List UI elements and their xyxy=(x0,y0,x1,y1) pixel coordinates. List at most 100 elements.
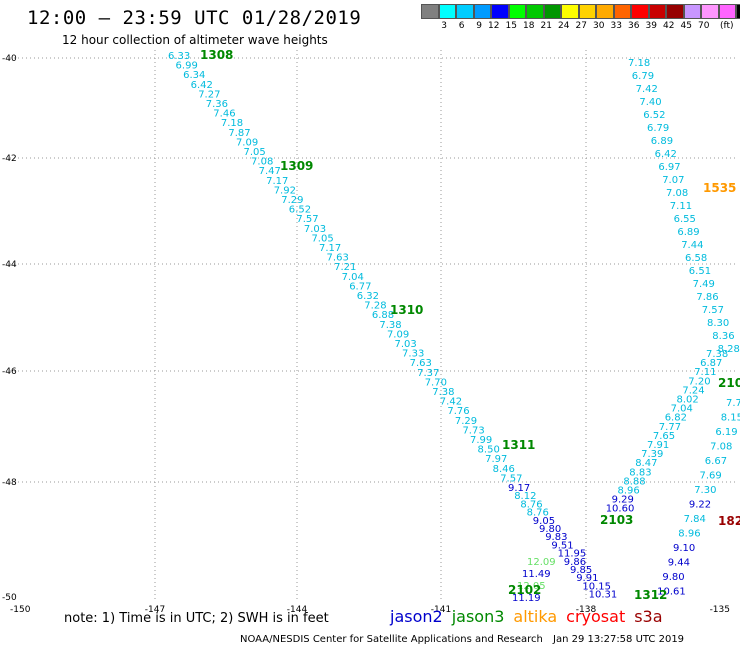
swh-value: 9.80 xyxy=(539,524,561,535)
swh-value: 6.77 xyxy=(349,281,371,292)
swh-value: 11.49 xyxy=(522,569,551,580)
scale-label: 21 xyxy=(540,21,552,31)
swh-value: 7.07 xyxy=(662,175,684,186)
swh-value: 8.02 xyxy=(677,395,699,406)
swh-value: 7.03 xyxy=(395,339,417,350)
swh-value: 6.67 xyxy=(705,456,727,467)
legend-item-s3a: s3a xyxy=(634,607,663,626)
axis-ticks: -40 -42 -44 -46 -48 -50 -150 -147 -144 -141 -138 -1… xyxy=(2,54,730,615)
swh-value: 7.17 xyxy=(266,176,288,187)
map-subtitle: 12 hour collection of altimeter wave hei… xyxy=(62,33,328,47)
swh-value: 7.08 xyxy=(666,188,688,199)
scale-label: 45 xyxy=(680,21,692,31)
swh-value: 6.79 xyxy=(647,123,669,134)
swh-value: 6.51 xyxy=(689,266,711,277)
scale-cell xyxy=(666,4,684,19)
pass-number-label: 2102 xyxy=(508,583,541,597)
scale-label: 18 xyxy=(523,21,535,31)
swh-value: 7.37 xyxy=(417,368,439,379)
swh-value: 7.46 xyxy=(213,109,235,120)
swh-value: 8.96 xyxy=(678,529,700,540)
scale-label: 33 xyxy=(610,21,622,31)
swh-value: 9.44 xyxy=(668,558,690,569)
swh-value: 7.57 xyxy=(500,473,522,484)
swh-value: 7.20 xyxy=(688,376,710,387)
swh-value: 7.40 xyxy=(639,97,661,108)
lat-tick-label: -40 xyxy=(2,54,17,64)
swh-value: 6.42 xyxy=(655,149,677,160)
pass-number-label: 1312 xyxy=(634,588,667,602)
lon-tick-label: -147 xyxy=(145,605,165,615)
scale-cell xyxy=(683,4,701,19)
swh-value: 6.55 xyxy=(674,214,696,225)
swh-value: 7.09 xyxy=(236,137,258,148)
swh-value: 7.73 xyxy=(462,425,484,436)
scale-label: 39 xyxy=(645,21,657,31)
pass-number-label: 1310 xyxy=(390,303,423,317)
swh-value: 7.17 xyxy=(319,243,341,254)
swh-value: 11.19 xyxy=(512,593,541,604)
swh-value: 9.05 xyxy=(533,516,555,527)
satellite-legend: jason2 jason3 altika cryosat s3a xyxy=(390,607,663,626)
scale-cell xyxy=(543,4,561,19)
swh-value: 12.05 xyxy=(517,581,546,592)
pass-number-label: 1311 xyxy=(502,438,535,452)
swh-value: 7.77 xyxy=(659,422,681,433)
swh-value: 6.97 xyxy=(658,162,680,173)
scale-label: 27 xyxy=(575,21,587,31)
swh-value: 7.42 xyxy=(636,84,658,95)
scale-label: 30 xyxy=(593,21,605,31)
swh-value: 7.11 xyxy=(694,367,716,378)
swh-value: 7.09 xyxy=(387,329,409,340)
swh-value: 7.24 xyxy=(682,385,704,396)
scale-cell xyxy=(631,4,649,19)
footer-timestamp: Jan 29 13:27:58 UTC 2019 xyxy=(553,634,685,645)
swh-value: 9.29 xyxy=(612,495,634,506)
swh-value: 8.76 xyxy=(527,508,549,519)
swh-value: 12.09 xyxy=(527,557,556,568)
scale-label: 36 xyxy=(628,21,640,31)
swh-value: 7.70 xyxy=(425,377,447,388)
scale-label: (ft) xyxy=(719,21,734,31)
swh-value: 7.04 xyxy=(671,404,693,415)
swh-value: 7.92 xyxy=(274,185,296,196)
swh-value: 11.95 xyxy=(558,549,587,560)
lat-tick-label: -46 xyxy=(2,367,17,377)
legend-item-jason3: jason3 xyxy=(451,607,505,626)
scale-cell xyxy=(596,4,614,19)
lon-tick-label: -135 xyxy=(710,605,730,615)
scale-label: 3 xyxy=(441,21,447,31)
swh-value: 9.86 xyxy=(564,557,586,568)
swh-value: 7.63 xyxy=(410,358,432,369)
scale-cell xyxy=(456,4,474,19)
scale-label: 24 xyxy=(558,21,570,31)
swh-value: 7.05 xyxy=(244,147,266,158)
swh-value: 7.21 xyxy=(334,262,356,273)
swh-value: 7.69 xyxy=(700,471,722,482)
swh-value: 7.86 xyxy=(696,292,718,303)
pass-number-label: 2103 xyxy=(600,513,633,527)
swh-value: 10.31 xyxy=(589,590,618,601)
swh-value: 7.29 xyxy=(281,195,303,206)
swh-value: 9.22 xyxy=(689,500,711,511)
swh-value: 7.39 xyxy=(641,449,663,460)
footer-note: note: 1) Time is in UTC; 2) SWH is in fe… xyxy=(64,611,329,626)
swh-value: 9.85 xyxy=(570,565,592,576)
swh-value: 7.30 xyxy=(694,485,716,496)
scale-cell xyxy=(491,4,509,19)
swh-value: 7.29 xyxy=(455,416,477,427)
footer-credit: NOAA/NESDIS Center for Satellite Applica… xyxy=(240,634,543,645)
lon-tick-label: -144 xyxy=(287,605,308,615)
scale-cell xyxy=(736,4,740,19)
swh-value: 9.10 xyxy=(673,543,695,554)
swh-value: 7.57 xyxy=(702,305,724,316)
swh-value: 6.99 xyxy=(176,61,198,72)
swh-value: 7.38 xyxy=(432,387,454,398)
swh-value: 8.15 xyxy=(721,413,740,424)
swh-value: 7.38 xyxy=(379,320,401,331)
swh-value: 8.76 xyxy=(520,499,542,510)
swh-value: 6.87 xyxy=(700,358,722,369)
swh-value: 6.19 xyxy=(715,427,737,438)
scale-cell xyxy=(421,4,439,19)
color-scale xyxy=(421,4,740,19)
